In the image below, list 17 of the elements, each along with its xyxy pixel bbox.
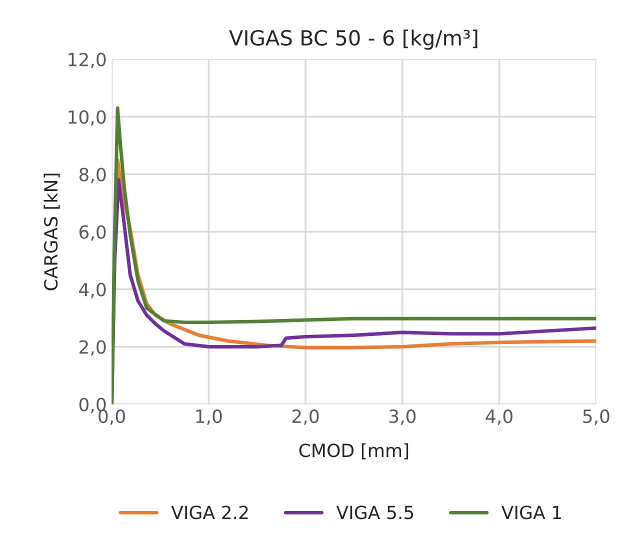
y-tick-label: 2,0 xyxy=(80,340,106,356)
y-tick-label: 8,0 xyxy=(79,168,106,184)
x-tick-label: 2,0 xyxy=(292,409,319,425)
x-tick-label: 4,0 xyxy=(486,409,512,425)
legend-label: VIGA 1 xyxy=(501,506,561,520)
y-tick-label: 10,0 xyxy=(68,110,106,126)
x-tick-label: 3,0 xyxy=(389,409,416,425)
legend-label: VIGA 2.2 xyxy=(171,506,248,520)
x-tick-label: 5,0 xyxy=(583,409,610,425)
legend-label: VIGA 5.5 xyxy=(336,506,414,520)
y-tick-label: 4,0 xyxy=(79,282,106,298)
x-tick-label: 1,0 xyxy=(196,409,222,425)
y-tick-label: 6,0 xyxy=(79,225,106,241)
chart-title: VIGAS BC 50 - 6 [kg/m³] xyxy=(229,30,478,50)
x-axis-title: CMOD [mm] xyxy=(299,443,408,460)
y-tick-label: 12,0 xyxy=(68,52,106,68)
y-axis-title: CARGAS [kN] xyxy=(44,174,60,290)
